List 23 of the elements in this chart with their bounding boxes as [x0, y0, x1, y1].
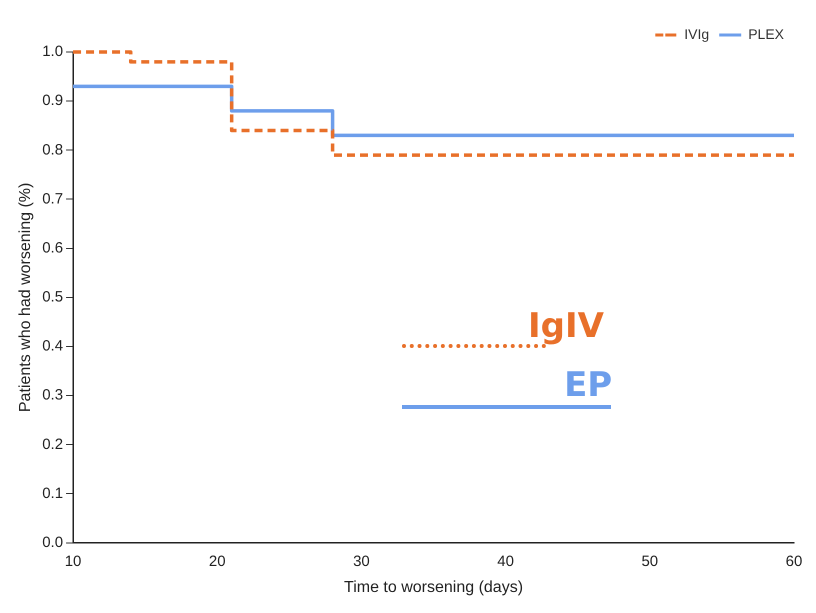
y-tick-label: 0.7	[42, 190, 64, 208]
x-tick-label: 50	[641, 552, 658, 570]
annotation: IgIV	[528, 306, 604, 346]
y-tick-label: 0.9	[42, 92, 64, 110]
x-tick-label: 60	[786, 552, 802, 570]
x-tick-label: 40	[497, 552, 514, 570]
y-tick-label: 0.0	[42, 534, 64, 551]
y-tick-label: 0.6	[42, 239, 64, 256]
x-tick-label: 10	[64, 552, 82, 570]
x-axis-title: Time to worsening (days)	[344, 578, 524, 596]
y-tick-label: 1.0	[42, 43, 64, 60]
y-tick-label: 0.5	[42, 288, 64, 306]
y-tick-label: 0.4	[42, 338, 64, 355]
annotation: EP	[564, 364, 612, 405]
y-tick-label: 0.8	[42, 141, 64, 158]
legend-label: PLEX	[748, 26, 785, 42]
legend-label: IVIg	[684, 26, 710, 42]
y-tick-label: 0.3	[42, 386, 64, 404]
y-axis-title: Patients who had worsening (%)	[17, 182, 34, 412]
x-tick-label: 30	[353, 552, 370, 570]
x-tick-label: 20	[208, 552, 226, 570]
y-tick-label: 0.2	[42, 436, 64, 453]
y-tick-label: 0.1	[42, 484, 64, 502]
